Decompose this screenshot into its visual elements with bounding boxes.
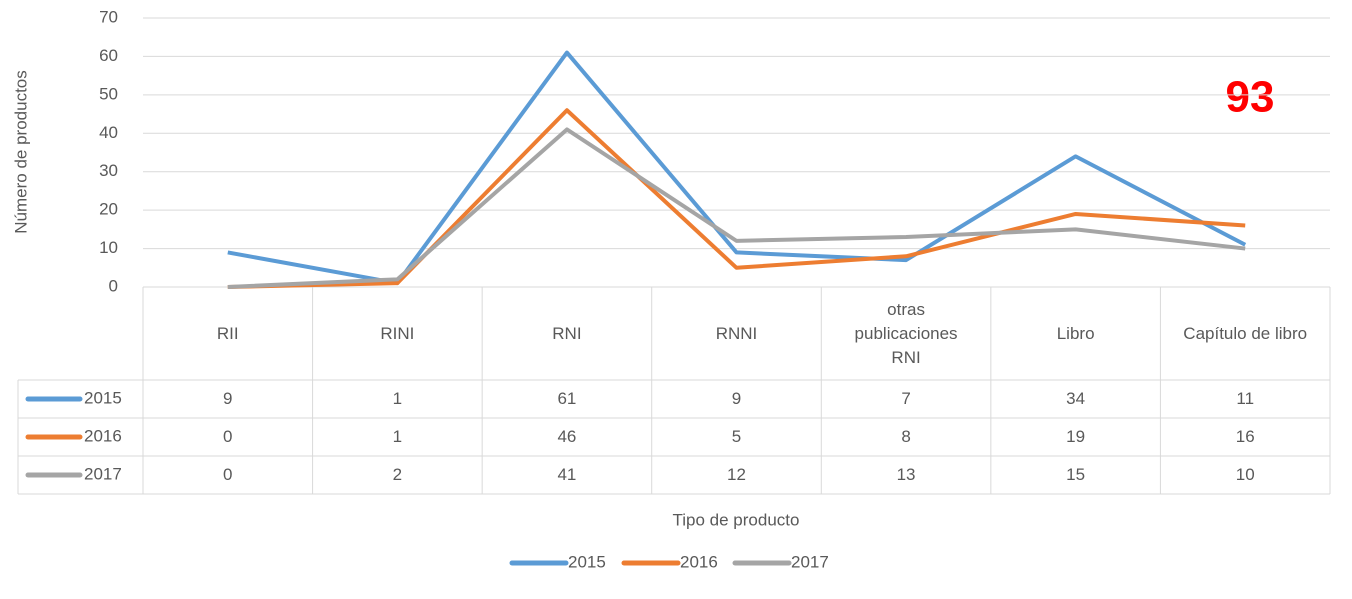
table-value: 2 [392, 465, 403, 484]
table-value: 1 [392, 427, 403, 446]
table-value: 0 [223, 465, 233, 484]
y-axis-label: Número de productos [11, 70, 30, 233]
table-series-name: 2017 [84, 464, 122, 483]
legend-label: 2017 [791, 552, 829, 571]
legend-label: 2015 [568, 552, 606, 571]
category-label: otras publicaciones RNI [854, 299, 958, 367]
category-label: Capítulo de libro [1183, 323, 1308, 343]
table-value: 41 [557, 465, 577, 484]
series-line [227, 127, 1246, 289]
table-value: 8 [901, 427, 911, 446]
table-value: 9 [223, 389, 233, 408]
table-series-name: 2015 [84, 388, 122, 407]
table-value: 9 [731, 389, 742, 408]
table-value: 34 [1066, 389, 1086, 408]
table-value: 16 [1235, 427, 1255, 446]
y-tick-label: 30 [99, 161, 118, 180]
table-value: 1 [392, 389, 403, 408]
y-tick-label: 0 [109, 276, 118, 295]
y-tick-label: 40 [99, 123, 118, 142]
table-value: 19 [1066, 427, 1086, 446]
table-value: 7 [901, 389, 911, 408]
y-tick-label: 70 [99, 7, 118, 26]
annotation: 93 [1226, 73, 1275, 122]
category-label: RII [216, 323, 239, 343]
y-tick-label: 10 [99, 238, 118, 257]
table-series-name: 2016 [84, 426, 122, 445]
table-value: 12 [727, 465, 746, 484]
table-value: 10 [1235, 465, 1255, 484]
x-axis-label: Tipo de producto [673, 510, 800, 529]
table-value: 0 [223, 427, 233, 446]
table-value: 5 [731, 427, 742, 446]
category-label: RNNI [715, 323, 758, 343]
category-label: Libro [1056, 323, 1095, 343]
table-value: 13 [896, 465, 916, 484]
table-value: 15 [1066, 465, 1086, 484]
table-value: 46 [557, 427, 577, 446]
table-value: 61 [557, 389, 577, 408]
category-label: RNI [552, 323, 582, 343]
y-tick-label: 20 [99, 200, 118, 219]
y-tick-label: 50 [99, 84, 118, 103]
table-value: 11 [1236, 389, 1255, 408]
y-tick-label: 60 [99, 46, 118, 65]
series-line [227, 108, 1246, 289]
legend-label: 2016 [680, 552, 718, 571]
category-label: RINI [380, 323, 415, 343]
